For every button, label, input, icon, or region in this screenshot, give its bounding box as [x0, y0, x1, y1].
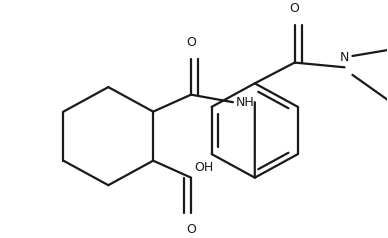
Text: OH: OH [194, 161, 213, 174]
Text: N: N [340, 51, 349, 64]
Text: O: O [290, 2, 300, 15]
Text: O: O [186, 36, 196, 49]
Text: O: O [186, 223, 196, 236]
Text: NH: NH [236, 96, 255, 109]
